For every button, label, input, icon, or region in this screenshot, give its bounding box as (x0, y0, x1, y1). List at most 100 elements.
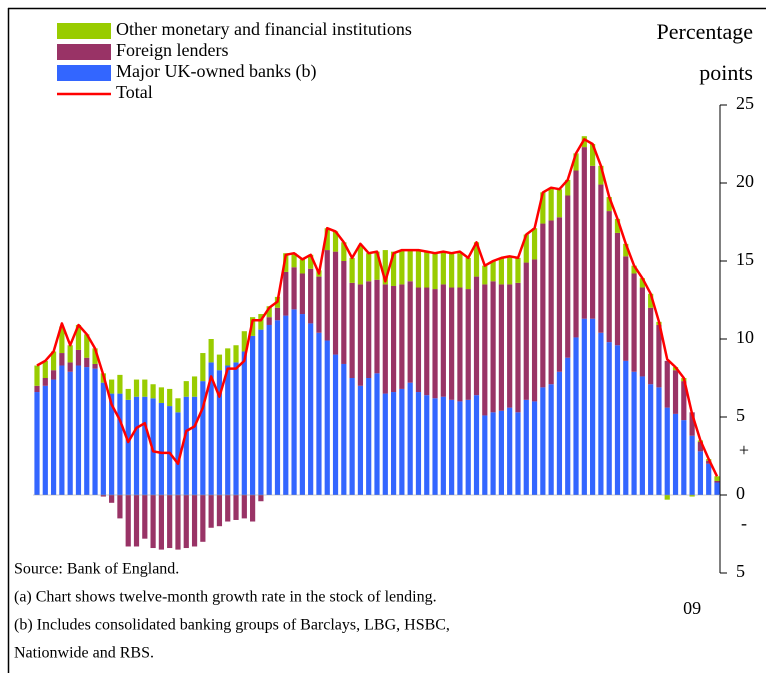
annotation: - (741, 513, 747, 533)
bar (473, 242, 480, 277)
bar (714, 482, 720, 495)
bar (133, 379, 140, 397)
bar (507, 256, 513, 285)
bar (216, 354, 223, 371)
bar (191, 396, 198, 495)
bar (183, 495, 189, 549)
bar (548, 384, 554, 495)
bar (324, 340, 330, 495)
bar (590, 318, 596, 495)
bar (341, 363, 347, 495)
bar (432, 398, 438, 495)
bar (565, 179, 571, 196)
bar (515, 257, 521, 283)
bar (648, 384, 654, 495)
bar (125, 399, 131, 495)
bar (167, 406, 173, 495)
bar (598, 184, 604, 333)
bar (84, 357, 90, 368)
y-label: Percentage (657, 19, 754, 44)
bar (92, 368, 98, 495)
bar (490, 281, 496, 413)
bar (250, 495, 256, 522)
bar (208, 495, 214, 528)
bar (540, 223, 546, 388)
bar (84, 367, 90, 495)
bar (191, 376, 198, 397)
bar (565, 357, 571, 495)
bar (366, 253, 372, 282)
bar (648, 307, 654, 385)
bar (374, 279, 380, 374)
bar (614, 345, 621, 495)
bar (142, 379, 148, 397)
bar (42, 385, 48, 495)
bar (250, 335, 256, 495)
bar (266, 317, 272, 325)
bar (432, 253, 438, 290)
bar (631, 371, 637, 495)
bar (308, 254, 314, 269)
y-tick-label: 15 (736, 249, 754, 269)
bar (556, 189, 563, 218)
bar (75, 365, 82, 495)
bar (573, 153, 579, 171)
bar (490, 261, 496, 282)
bar (507, 284, 513, 408)
bar (531, 228, 538, 260)
bar (382, 284, 388, 394)
bar (59, 365, 65, 495)
bar (92, 348, 98, 364)
bar (573, 170, 579, 338)
bar (142, 396, 148, 495)
bar (639, 287, 645, 377)
bar (631, 265, 637, 274)
legend-label: Foreign lenders (116, 40, 228, 60)
bar (374, 373, 380, 495)
bar (117, 495, 123, 519)
bar (291, 253, 297, 268)
bar (233, 345, 239, 363)
bar (84, 334, 90, 358)
bar (92, 363, 98, 369)
bar (689, 412, 695, 436)
bar (424, 251, 430, 288)
bar (266, 306, 272, 318)
legend-label: Other monetary and financial institution… (116, 19, 412, 39)
bar (216, 495, 223, 527)
bar (225, 365, 231, 495)
bar (175, 495, 181, 550)
bar (656, 387, 662, 495)
bar (291, 267, 297, 310)
bar (672, 370, 679, 414)
bar (233, 495, 239, 520)
note: (b) Includes consolidated banking groups… (14, 617, 450, 634)
bar (366, 281, 372, 378)
bar (457, 401, 463, 495)
bar (523, 234, 529, 263)
bar (440, 251, 446, 285)
bar (109, 393, 115, 495)
bar (415, 250, 422, 288)
bar (449, 399, 455, 495)
bar (523, 262, 529, 400)
bar (67, 371, 73, 495)
bar (274, 320, 281, 495)
bar (291, 309, 297, 495)
bar (42, 378, 48, 386)
bar (598, 165, 604, 185)
bar (390, 392, 397, 495)
bar (258, 314, 264, 330)
bar (573, 337, 579, 495)
bar (332, 354, 339, 495)
bar (332, 251, 339, 355)
bar (341, 242, 347, 261)
bar (283, 271, 289, 316)
bar (341, 261, 347, 364)
bar (415, 287, 422, 393)
bar (664, 407, 670, 495)
bar (714, 476, 720, 481)
bar (457, 287, 463, 402)
y-tick-label: 20 (736, 171, 754, 191)
bar (556, 217, 563, 372)
